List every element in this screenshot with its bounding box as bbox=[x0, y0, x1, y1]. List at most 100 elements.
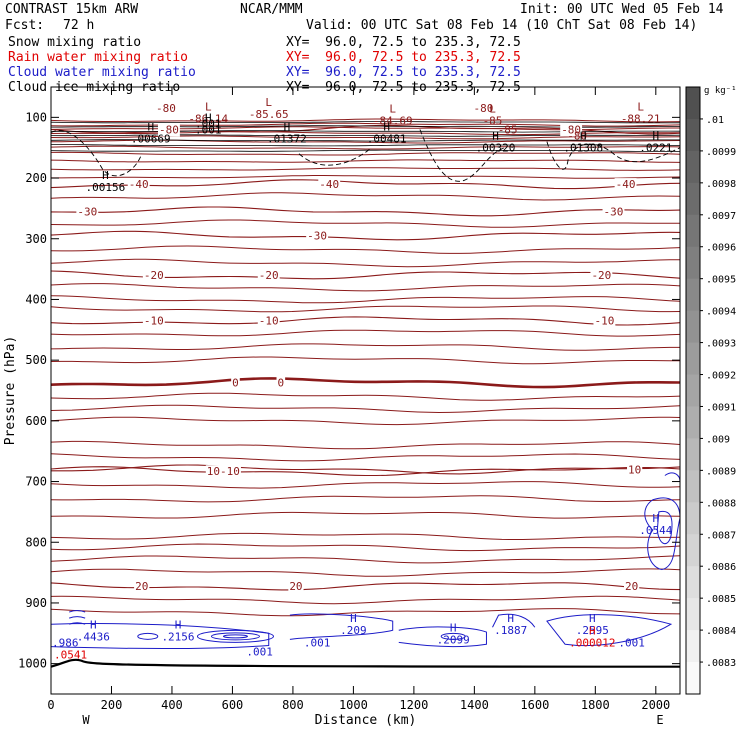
isotherm-label: -20 bbox=[259, 269, 279, 282]
label-mask bbox=[614, 178, 637, 192]
isotherm-label: -10 bbox=[259, 315, 279, 328]
colorbar-tick-label: .0083 bbox=[706, 658, 736, 669]
cloud-water-contour bbox=[440, 632, 466, 640]
extremum-value: -85.65 bbox=[249, 108, 289, 121]
cloud-water-contour bbox=[398, 626, 487, 648]
isotherm-label: -80 bbox=[159, 123, 179, 136]
isotherm-line bbox=[50, 481, 681, 489]
isotherm-line bbox=[50, 608, 681, 617]
extremum-H: H bbox=[90, 618, 97, 631]
colorbar-cell bbox=[686, 438, 700, 471]
extremum-H: H bbox=[284, 121, 291, 134]
x-tick-label: 200 bbox=[101, 698, 123, 712]
isotherm-10 bbox=[50, 466, 681, 477]
cloud-ice-dashed-contour bbox=[50, 130, 143, 177]
x-tick-label: 1400 bbox=[460, 698, 489, 712]
extremum-H: H bbox=[175, 618, 182, 631]
colorbar-tick-label: .0086 bbox=[706, 562, 736, 573]
extremum-H: H bbox=[507, 612, 514, 625]
contour-label: .001 bbox=[304, 636, 331, 649]
isotherm-label: -80 bbox=[567, 130, 587, 143]
extremum-H: H bbox=[147, 121, 154, 134]
colorbar-tick-label: .0087 bbox=[706, 530, 736, 541]
contour-label: .986 bbox=[52, 636, 79, 649]
isotherm-line bbox=[50, 258, 681, 268]
label-mask bbox=[142, 269, 165, 283]
field-snow-name: Snow mixing ratio bbox=[8, 35, 142, 50]
field-rain-name: Rain water mixing ratio bbox=[8, 50, 189, 65]
extremum-value: .2156 bbox=[161, 630, 194, 643]
y-axis-label: Pressure (hPa) bbox=[3, 336, 18, 446]
colorbar-tick-label: .0088 bbox=[706, 498, 736, 509]
colorbar-cell bbox=[686, 406, 700, 439]
colorbar-cell bbox=[686, 630, 700, 663]
isotherm-line bbox=[50, 192, 681, 201]
extremum-H: H bbox=[652, 512, 659, 525]
isotherm-10 bbox=[51, 464, 681, 475]
colorbar-cell bbox=[686, 310, 700, 344]
cloud-ice-dashed-contour bbox=[419, 129, 505, 182]
extremum-H: H bbox=[102, 169, 109, 182]
x-tick-label: 1000 bbox=[339, 698, 368, 712]
colorbar-tick-label: .0097 bbox=[706, 211, 736, 222]
extremum-L: L bbox=[265, 96, 272, 109]
label-mask bbox=[590, 269, 613, 283]
isotherm-label: -85 bbox=[498, 123, 518, 136]
cloud-water-contour bbox=[137, 632, 159, 640]
colorbar-tick-label: .0089 bbox=[706, 466, 736, 477]
label-mask bbox=[257, 269, 280, 283]
isotherm-label: 10-10 bbox=[207, 465, 240, 478]
x-endpoint-west: W bbox=[82, 713, 90, 727]
extremum-value: -84.69 bbox=[373, 114, 413, 127]
cloud-water-contour bbox=[546, 614, 673, 647]
label-mask bbox=[593, 314, 616, 328]
isotherm-0 bbox=[50, 377, 681, 389]
colorbar-cell bbox=[686, 278, 700, 312]
label-mask bbox=[231, 376, 240, 390]
extremum-value: .209 bbox=[340, 624, 367, 637]
colorbar-cell bbox=[686, 118, 700, 152]
extremum-H: H bbox=[350, 612, 357, 625]
x-tick-label: 0 bbox=[47, 698, 54, 712]
field-cloudwater-xy: XY= 96.0, 72.5 to 235.3, 72.5 bbox=[286, 65, 521, 80]
fcst-label: Fcst: bbox=[5, 18, 45, 33]
isotherm-line bbox=[50, 568, 681, 577]
terrain-line bbox=[50, 658, 681, 668]
y-tick-label: 700 bbox=[25, 475, 47, 489]
isotherm-label: 0 bbox=[232, 377, 239, 390]
colorbar-tick-label: .0099 bbox=[706, 147, 736, 158]
extremum-value: .00669 bbox=[131, 133, 171, 146]
y-tick-label: 600 bbox=[25, 414, 47, 428]
extremum-value: .1887 bbox=[494, 624, 527, 637]
isotherm-line bbox=[50, 404, 681, 414]
extremum-H: H bbox=[450, 621, 457, 634]
y-tick-label: 500 bbox=[25, 353, 47, 367]
isotherm-line bbox=[50, 532, 681, 540]
contour-label: .001 bbox=[246, 646, 273, 659]
label-mask bbox=[602, 205, 625, 219]
y-tick-label: 800 bbox=[25, 535, 47, 549]
isotherm-label: -80 bbox=[474, 102, 494, 115]
colorbar-cell bbox=[686, 598, 700, 631]
isotherm-label: -10 bbox=[594, 315, 614, 328]
y-tick-label: 900 bbox=[25, 596, 47, 610]
label-mask bbox=[76, 205, 99, 219]
cloud-water-contour bbox=[644, 497, 681, 571]
colorbar-cell bbox=[686, 182, 700, 216]
colorbar-cell bbox=[686, 566, 700, 599]
x-tick-label: 600 bbox=[222, 698, 244, 712]
colorbar-cell bbox=[686, 374, 700, 407]
y-tick-label: 1000 bbox=[18, 657, 47, 671]
isotherm-line bbox=[50, 295, 681, 304]
cloud-water-contour bbox=[196, 629, 274, 643]
valid-time: Valid: 00 UTC Sat 08 Feb 14 (10 ChT Sat … bbox=[306, 18, 698, 33]
extremum-value: .0221 bbox=[639, 142, 672, 155]
extremum-value: -86.14 bbox=[188, 112, 228, 125]
cloud-water-contour bbox=[492, 613, 536, 628]
isotherm-label: -40 bbox=[319, 178, 339, 191]
colorbar-tick-label: .009 bbox=[706, 434, 730, 445]
label-mask bbox=[257, 314, 280, 328]
cloud-water-contour bbox=[50, 623, 270, 650]
y-tick-label: 300 bbox=[25, 232, 47, 246]
extremum-H: H bbox=[205, 111, 212, 124]
